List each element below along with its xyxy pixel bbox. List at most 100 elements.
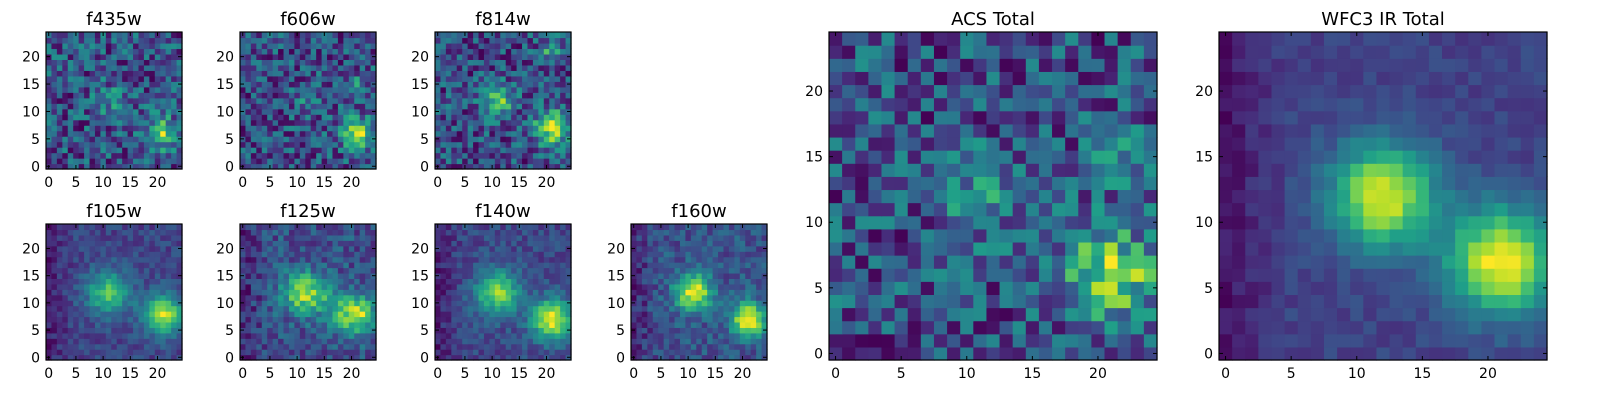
heatmap-cell	[435, 311, 442, 318]
heatmap-cell	[240, 37, 247, 44]
heatmap-cell	[133, 42, 140, 50]
heatmap-cell	[343, 147, 350, 154]
heatmap-cell	[538, 125, 545, 132]
heatmap-cell	[478, 300, 485, 307]
heatmap-cell	[160, 147, 167, 154]
heatmap-cell	[960, 228, 974, 243]
heatmap-cell	[522, 136, 529, 143]
heatmap-cell	[1091, 202, 1106, 217]
heatmap-cell	[283, 311, 290, 318]
heatmap-cell	[527, 37, 534, 44]
heatmap-cell	[160, 278, 167, 285]
heatmap-cell	[240, 92, 247, 99]
heatmap-cell	[267, 343, 274, 350]
heatmap-cell	[89, 48, 96, 55]
heatmap-cell	[718, 240, 725, 247]
heatmap-cell	[707, 321, 714, 328]
heatmap-cell	[359, 130, 366, 137]
heatmap-cell	[160, 332, 167, 339]
heatmap-cell	[240, 119, 247, 126]
heatmap-cell	[750, 283, 757, 290]
heatmap-cell	[332, 283, 339, 290]
heatmap-cell	[337, 163, 344, 170]
heatmap-cell	[467, 59, 474, 66]
heatmap-cell	[165, 224, 172, 231]
heatmap-cell	[1065, 176, 1079, 191]
heatmap-cell	[505, 141, 512, 148]
heatmap-cell	[171, 81, 178, 88]
heatmap-cell	[78, 37, 85, 44]
heatmap-cell	[947, 268, 961, 282]
heatmap-cell	[440, 75, 447, 82]
heatmap-cell	[881, 255, 896, 269]
heatmap-cell	[354, 321, 361, 328]
heatmap-cell	[359, 114, 366, 121]
heatmap-cell	[332, 278, 339, 285]
heatmap-cell	[761, 305, 768, 312]
heatmap-cell	[359, 59, 366, 66]
heatmap-cell	[105, 141, 112, 148]
heatmap-cell	[658, 343, 665, 350]
heatmap-cell	[511, 163, 518, 170]
heatmap-cell	[829, 294, 843, 309]
heatmap-cell	[116, 354, 123, 361]
heatmap-cell	[641, 234, 648, 241]
heatmap-cell	[105, 316, 112, 323]
heatmap-cell	[256, 289, 263, 296]
heatmap-cell	[165, 103, 172, 110]
heatmap-cell	[641, 245, 648, 252]
heatmap-cell	[138, 354, 145, 361]
heatmap-cell	[894, 163, 909, 177]
heatmap-cell	[250, 316, 257, 323]
heatmap-cell	[245, 283, 252, 290]
heatmap-cell	[723, 272, 730, 279]
heatmap-cell	[84, 103, 91, 110]
heatmap-cell	[718, 349, 725, 356]
heatmap-cell	[1117, 294, 1132, 309]
heatmap-cell	[933, 294, 948, 309]
heatmap-cell	[636, 240, 643, 247]
heatmap-cell	[272, 234, 279, 241]
heatmap-cell	[240, 97, 247, 104]
x-tick-label: 5	[460, 366, 469, 382]
heatmap-cell	[245, 53, 252, 60]
heatmap-cell	[745, 305, 752, 312]
heatmap-cell	[305, 321, 312, 328]
heatmap-cell	[696, 229, 703, 236]
heatmap-cell	[745, 311, 752, 318]
heatmap-cell	[685, 305, 692, 312]
heatmap-cell	[288, 108, 295, 115]
heatmap-cell	[111, 267, 118, 274]
heatmap-cell	[701, 332, 708, 339]
heatmap-cell	[894, 320, 909, 335]
heatmap-cell	[327, 224, 334, 231]
heatmap-cell	[127, 114, 134, 121]
heatmap-cell	[160, 152, 167, 159]
heatmap-cell	[467, 86, 474, 93]
heatmap-cell	[532, 86, 539, 93]
heatmap-cell	[305, 125, 312, 132]
y-tick-label: 10	[22, 296, 40, 312]
heatmap-cell	[440, 311, 447, 318]
heatmap-cell	[100, 316, 107, 323]
heatmap-cell	[674, 278, 681, 285]
heatmap-cell	[359, 37, 366, 44]
heatmap-cell	[327, 125, 334, 132]
heatmap-cell	[288, 256, 295, 263]
heatmap-cell	[78, 64, 85, 71]
heatmap-cell	[299, 48, 306, 55]
heatmap-cell	[522, 81, 529, 88]
heatmap-cell	[149, 251, 156, 258]
heatmap-cell	[46, 343, 53, 350]
heatmap-cell	[165, 278, 172, 285]
heatmap-cell	[527, 70, 534, 77]
heatmap-cell	[652, 327, 659, 334]
heatmap-cell	[348, 158, 355, 165]
heatmap-cell	[505, 130, 512, 137]
heatmap-cell	[734, 229, 741, 236]
heatmap-cell	[299, 289, 306, 296]
heatmap-cell	[332, 224, 339, 231]
heatmap-cell	[176, 59, 183, 66]
heatmap-cell	[473, 272, 480, 279]
heatmap-cell	[127, 125, 134, 132]
